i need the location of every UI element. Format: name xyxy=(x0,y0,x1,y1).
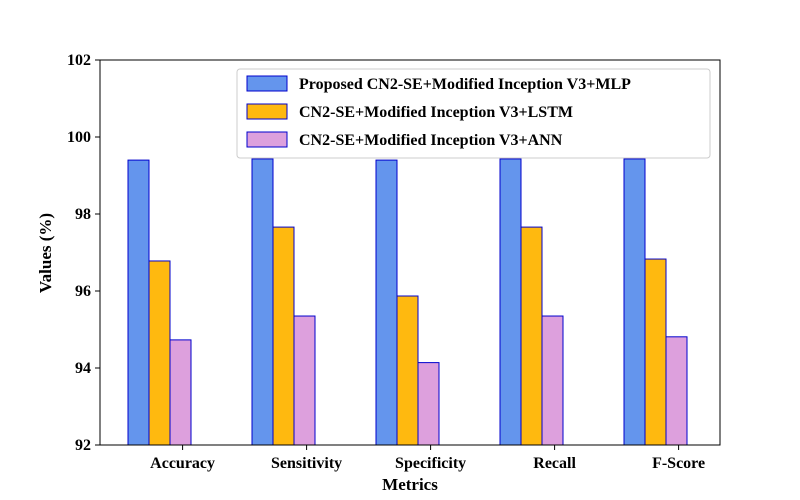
x-tick-label: Recall xyxy=(533,455,576,472)
legend: Proposed CN2-SE+Modified Inception V3+ML… xyxy=(236,68,711,159)
legend-label-3: CN2-SE+Modified Inception V3+ANN xyxy=(299,132,563,149)
bar-recall-series-2 xyxy=(520,226,543,446)
bar-recall-series-3 xyxy=(541,315,564,446)
bar-specificity-series-1 xyxy=(375,159,398,446)
x-tick-label: Sensitivity xyxy=(271,455,342,472)
legend-label-2: CN2-SE+Modified Inception V3+LSTM xyxy=(299,104,573,121)
y-tick-label: 92 xyxy=(75,437,91,454)
x-tick-label: Accuracy xyxy=(150,455,215,472)
bar-sensitivity-series-3 xyxy=(293,315,316,446)
x-axis-label: Metrics xyxy=(382,475,438,494)
bar-f-score-series-3 xyxy=(665,336,688,446)
y-tick-label: 100 xyxy=(67,129,91,146)
x-tick-label: Specificity xyxy=(395,455,466,472)
y-tick-label: 98 xyxy=(75,206,91,223)
y-tick-label: 96 xyxy=(75,283,91,300)
bar-f-score-series-1 xyxy=(623,158,646,446)
legend-swatch-2 xyxy=(246,103,288,120)
bar-specificity-series-2 xyxy=(396,295,419,446)
bar-sensitivity-series-1 xyxy=(251,158,274,446)
plot-frame xyxy=(99,59,721,446)
y-ticks: 92 94 96 98 100 102 xyxy=(67,52,100,454)
y-axis-label: Values (%) xyxy=(36,213,55,293)
bar-accuracy-series-2 xyxy=(148,260,171,446)
y-tick-label: 94 xyxy=(75,360,91,377)
x-ticks: Accuracy Sensitivity Specificity Recall F-Sc… xyxy=(150,445,705,472)
legend-swatch-3 xyxy=(246,131,288,148)
bars-group xyxy=(127,158,688,446)
x-tick-label: F-Score xyxy=(652,455,705,472)
bar-accuracy-series-3 xyxy=(169,339,192,446)
legend-label-1: Proposed CN2-SE+Modified Inception V3+ML… xyxy=(299,76,631,93)
legend-box xyxy=(236,68,711,159)
bar-sensitivity-series-2 xyxy=(272,226,295,446)
y-tick-label: 102 xyxy=(67,52,91,69)
bar-recall-series-1 xyxy=(499,158,522,446)
bar-f-score-series-2 xyxy=(644,258,667,446)
bar-specificity-series-3 xyxy=(417,362,440,446)
legend-swatch-1 xyxy=(246,75,288,92)
bar-accuracy-series-1 xyxy=(127,159,150,446)
